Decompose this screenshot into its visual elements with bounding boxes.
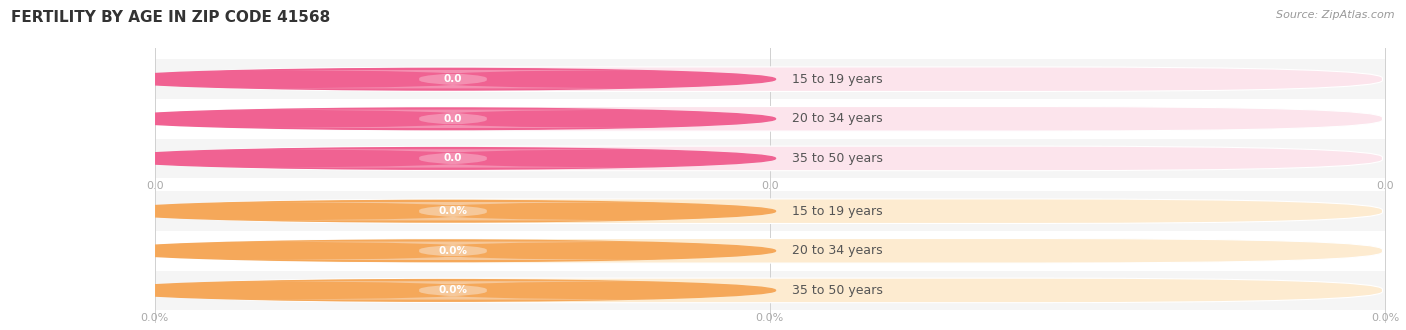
- Text: 0.0%: 0.0%: [439, 206, 468, 216]
- FancyBboxPatch shape: [229, 110, 676, 128]
- Text: 0.0: 0.0: [444, 114, 463, 124]
- Text: 20 to 34 years: 20 to 34 years: [793, 244, 883, 257]
- FancyBboxPatch shape: [155, 139, 1385, 178]
- FancyBboxPatch shape: [155, 271, 1385, 310]
- FancyBboxPatch shape: [157, 199, 1382, 223]
- Text: 0.0: 0.0: [444, 74, 463, 84]
- Text: 0.0%: 0.0%: [439, 285, 468, 295]
- Text: FERTILITY BY AGE IN ZIP CODE 41568: FERTILITY BY AGE IN ZIP CODE 41568: [11, 10, 330, 25]
- FancyBboxPatch shape: [229, 281, 676, 300]
- FancyBboxPatch shape: [155, 231, 1385, 271]
- FancyBboxPatch shape: [229, 242, 676, 260]
- FancyBboxPatch shape: [157, 107, 1382, 131]
- FancyBboxPatch shape: [155, 99, 1385, 139]
- Text: Source: ZipAtlas.com: Source: ZipAtlas.com: [1277, 10, 1395, 20]
- Text: 20 to 34 years: 20 to 34 years: [793, 112, 883, 125]
- FancyBboxPatch shape: [229, 70, 676, 88]
- Text: 35 to 50 years: 35 to 50 years: [793, 152, 883, 165]
- Text: 0.0%: 0.0%: [439, 246, 468, 256]
- Circle shape: [104, 148, 776, 169]
- Circle shape: [104, 68, 776, 90]
- FancyBboxPatch shape: [229, 202, 676, 220]
- Circle shape: [104, 240, 776, 262]
- Circle shape: [104, 200, 776, 222]
- FancyBboxPatch shape: [157, 278, 1382, 303]
- FancyBboxPatch shape: [229, 149, 676, 168]
- Text: 15 to 19 years: 15 to 19 years: [793, 205, 883, 218]
- FancyBboxPatch shape: [155, 59, 1385, 99]
- FancyBboxPatch shape: [155, 191, 1385, 231]
- Text: 0.0: 0.0: [444, 153, 463, 163]
- FancyBboxPatch shape: [157, 239, 1382, 263]
- FancyBboxPatch shape: [157, 146, 1382, 171]
- Circle shape: [104, 108, 776, 130]
- Text: 15 to 19 years: 15 to 19 years: [793, 73, 883, 86]
- Text: 35 to 50 years: 35 to 50 years: [793, 284, 883, 297]
- Circle shape: [104, 280, 776, 301]
- FancyBboxPatch shape: [157, 67, 1382, 91]
